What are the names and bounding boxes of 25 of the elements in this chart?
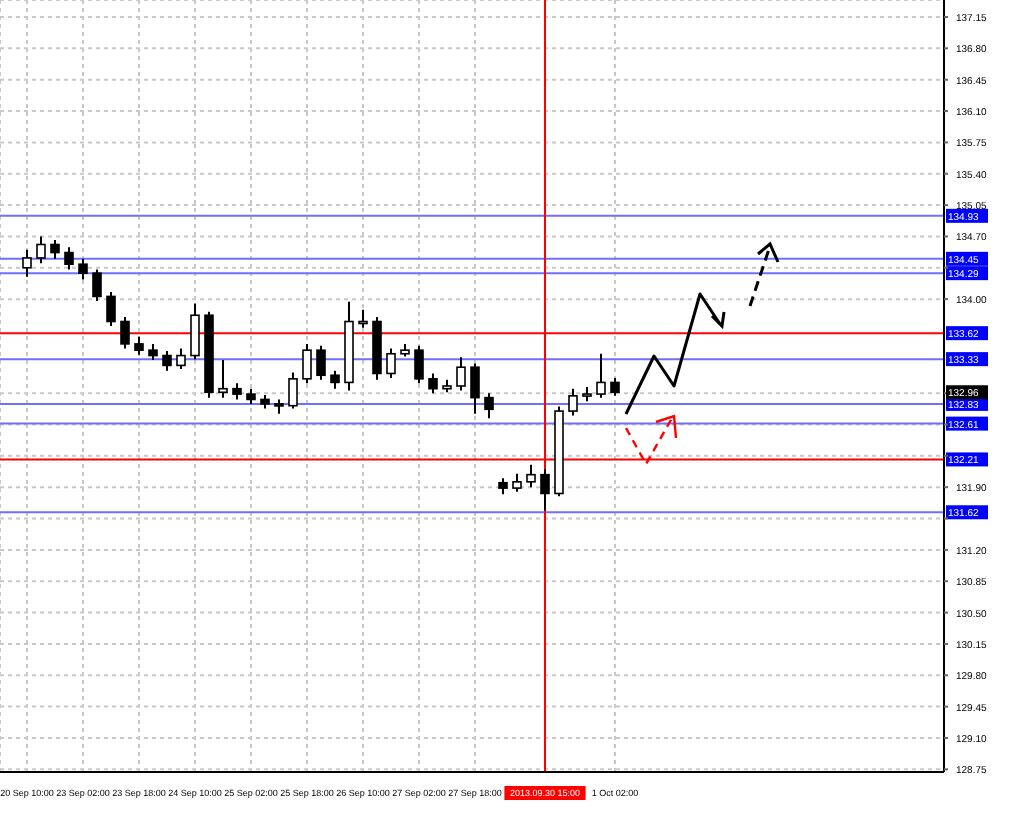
candlestick [484,392,494,420]
candlestick [22,248,32,278]
candlestick [162,350,172,372]
candlestick [456,356,466,392]
candlestick [414,344,424,385]
candlestick [78,257,88,281]
candlestick [190,302,200,361]
candlestick [428,372,438,395]
candlestick [288,371,298,410]
candlestick [596,352,606,399]
candlestick [568,387,578,417]
candlestick [470,362,480,415]
candlestick [218,359,228,399]
candlestick [540,468,550,512]
candlestick [106,290,116,327]
candlestick [120,316,130,350]
candlestick [526,463,536,489]
candlestick [302,342,312,385]
candlestick [92,268,102,302]
candlestick [36,235,46,265]
candlestick [50,239,60,260]
candlestick [176,347,186,370]
candlestick [64,246,74,271]
candlestick [316,344,326,381]
candlestick [386,347,396,379]
